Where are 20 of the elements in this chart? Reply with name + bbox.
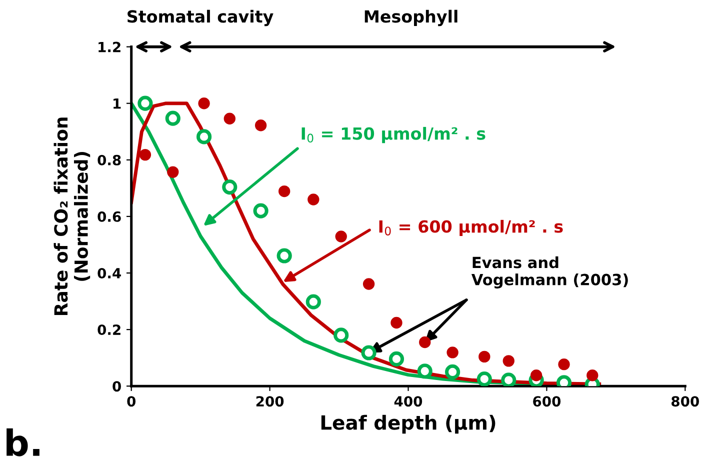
y-tick-label: 0.2 bbox=[98, 324, 120, 336]
y-tick-label: 0.8 bbox=[98, 154, 121, 166]
y-tick-label: 0.4 bbox=[98, 268, 121, 278]
text: b. bbox=[6, 428, 40, 456]
y-tick-label: 0.6 bbox=[98, 211, 121, 222]
y-tick-label: 0 bbox=[112, 381, 121, 392]
x-tick-label: 600 bbox=[533, 396, 561, 407]
y-axis-title: Rate of CO₂ fixation (Normalized) bbox=[54, 118, 90, 316]
annotation: Evans and Vogelmann (2003) bbox=[471, 256, 628, 288]
y-tick-label: 1 bbox=[114, 98, 121, 109]
annotation: I$_{0}$ = 150 µmol/m² . s bbox=[302, 126, 486, 144]
annotation: I$_{0}$ = 600 µmol/m² . s bbox=[379, 220, 563, 236]
x-tick-label: 400 bbox=[394, 396, 422, 407]
x-axis-title: Leaf depth (µm) bbox=[321, 414, 496, 434]
x-tick-label: 200 bbox=[256, 396, 284, 407]
x-tick-label: 0 bbox=[127, 396, 136, 407]
text: Stomatal cavity bbox=[128, 10, 274, 26]
x-tick-label: 800 bbox=[672, 396, 699, 407]
y-tick-label: 1.2 bbox=[98, 42, 120, 52]
text: Mesophyll bbox=[364, 10, 458, 26]
